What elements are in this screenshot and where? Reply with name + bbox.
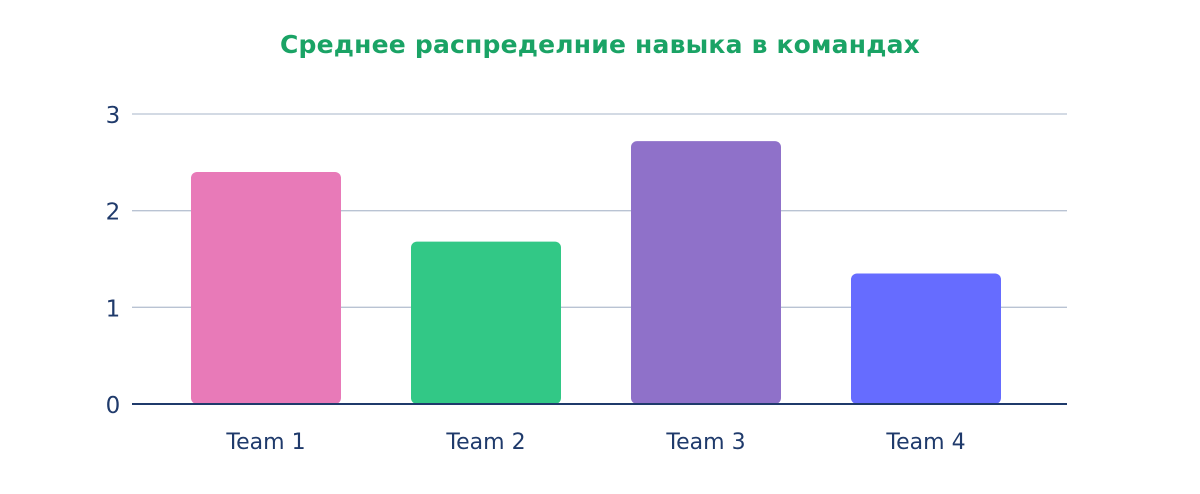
y-axis-ticks: 0 1 2 3 (106, 103, 121, 419)
y-tick-label: 2 (106, 200, 121, 226)
x-axis-ticks: Team 1 Team 2 Team 3 Team 4 (132, 403, 1067, 455)
x-tick-label: Team 4 (885, 430, 965, 455)
bar-4 (851, 273, 1001, 404)
y-tick-label: 0 (106, 393, 121, 419)
bar-3 (631, 141, 781, 405)
y-tick-label: 3 (106, 103, 121, 129)
chart-title: Среднее распределние навыка в командах (279, 30, 921, 59)
bar-2 (411, 241, 561, 404)
x-tick-label: Team 1 (225, 430, 305, 455)
bars (191, 141, 1001, 405)
y-tick-label: 1 (106, 296, 121, 322)
bar-1 (191, 172, 341, 404)
x-tick-label: Team 3 (665, 430, 745, 455)
x-tick-label: Team 2 (445, 430, 525, 455)
